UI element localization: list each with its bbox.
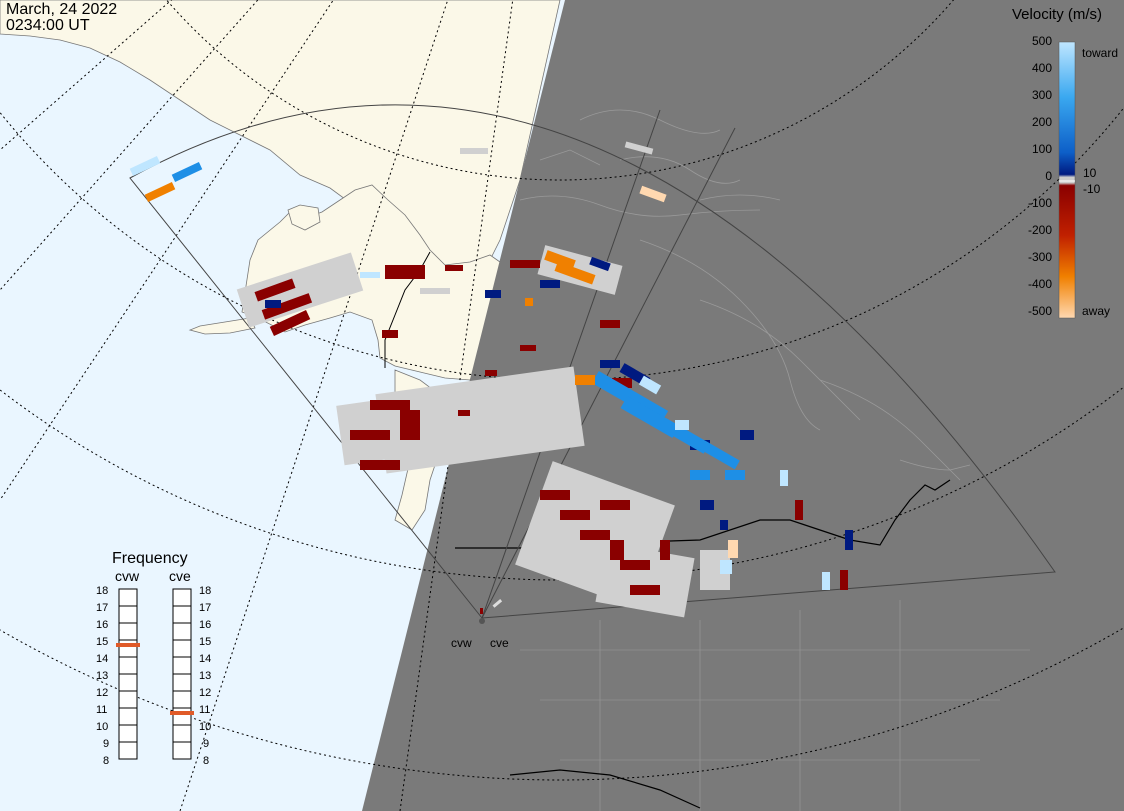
land-alaska-peninsula — [188, 317, 256, 335]
velocity-tick: -100 — [1027, 196, 1052, 210]
freq-scale-left: 17 — [96, 602, 109, 614]
velocity-tick: -200 — [1027, 223, 1052, 237]
freq-scale-left: 10 — [96, 721, 109, 733]
freq-scale-right: 14 — [199, 653, 212, 665]
velocity-tick: 10 — [1083, 166, 1097, 180]
freq-scale-left: 11 — [96, 704, 108, 716]
night-borders — [520, 600, 1030, 811]
night-coastlines — [519, 109, 971, 481]
away-mid-cells — [144, 182, 596, 385]
velocity-tick: 400 — [1031, 61, 1052, 75]
freq-scale-right: 9 — [203, 738, 210, 750]
velocity-tick: 500 — [1031, 34, 1052, 48]
velocity-tick: 100 — [1031, 142, 1052, 156]
freq-scale-left: 16 — [96, 619, 109, 631]
freq-scale-left: 8 — [103, 755, 110, 767]
velocity-tick: -400 — [1027, 277, 1052, 291]
radar-site-tick — [480, 608, 483, 614]
freq-marker-cve — [170, 711, 194, 715]
freq-scale-right: 17 — [199, 602, 212, 614]
freq-scale-left: 12 — [96, 687, 109, 699]
away-light-cells — [639, 185, 738, 558]
toward-light-cells — [129, 156, 830, 590]
freq-scale-right: 10 — [199, 721, 212, 733]
radar-site-marker — [479, 618, 485, 624]
velocity-tick: -500 — [1027, 304, 1052, 318]
field-of-view — [129, 104, 1056, 619]
radar-name-cve: cve — [169, 568, 191, 584]
date-label: March, 24 2022 — [6, 1, 118, 18]
velocity-tick: 200 — [1031, 115, 1052, 129]
velocity-title: Velocity (m/s) — [1012, 6, 1103, 23]
velocity-tick: -10 — [1083, 182, 1101, 196]
freq-scale-left: 15 — [96, 636, 109, 648]
site-label-cve: cve — [490, 636, 509, 650]
toward-label: toward — [1082, 46, 1119, 60]
land-island — [287, 204, 321, 231]
radar-site-tick-2 — [492, 599, 503, 608]
away-dark-cells — [254, 260, 848, 595]
freq-scale-right: 16 — [199, 619, 212, 631]
freq-gauge-ticks — [119, 605, 191, 743]
night-shade — [362, 0, 1124, 811]
freq-marker-cvw — [116, 643, 140, 647]
frequency-title: Frequency — [112, 550, 188, 567]
velocity-tick: 0 — [1045, 169, 1052, 183]
mexico-border — [509, 769, 701, 809]
time-label: 0234:00 UT — [6, 17, 90, 34]
velocity-colorbar — [1058, 41, 1076, 319]
velocity-tick: 300 — [1031, 88, 1052, 102]
radar-name-cvw: cvw — [115, 568, 140, 584]
freq-scale-left: 9 — [103, 738, 110, 750]
toward-mid-cells — [171, 162, 745, 480]
site-label-cvw: cvw — [451, 636, 472, 650]
velocity-tick: -300 — [1027, 250, 1052, 264]
freq-scale-left: 13 — [96, 670, 109, 682]
freq-scale-right: 8 — [203, 755, 210, 767]
freq-scale-left: 18 — [96, 585, 109, 597]
freq-scale-right: 15 — [199, 636, 212, 648]
freq-scale-right: 12 — [199, 687, 212, 699]
freq-scale-left: 14 — [96, 653, 109, 665]
away-label: away — [1082, 304, 1111, 318]
freq-scale-right: 11 — [199, 704, 211, 716]
freq-scale-right: 18 — [199, 585, 212, 597]
freq-scale-right: 13 — [199, 670, 212, 682]
